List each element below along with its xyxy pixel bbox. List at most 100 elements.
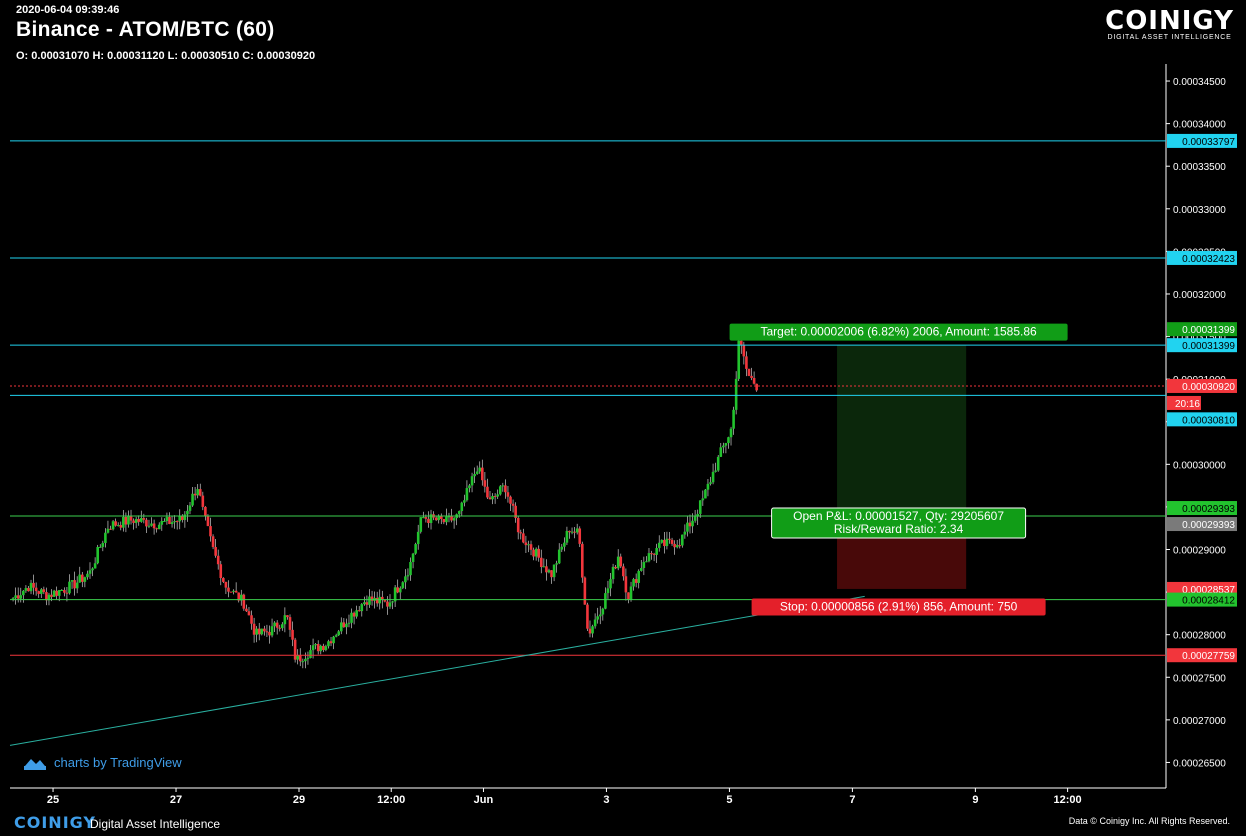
candle-up <box>116 525 120 527</box>
candle-down <box>50 594 53 597</box>
price-tag <box>1167 395 1201 410</box>
candle-down <box>581 543 584 578</box>
candle-down <box>342 622 346 628</box>
candle-up <box>498 486 502 495</box>
candle-down <box>263 628 266 632</box>
candle-down <box>673 543 676 548</box>
candle-down <box>352 612 356 617</box>
candle-down <box>678 545 682 547</box>
candle-up <box>591 626 594 634</box>
price-tag <box>1167 378 1237 393</box>
y-tick-label: 0.00026500 <box>1173 758 1226 769</box>
target-zone <box>837 345 967 517</box>
candle-up <box>463 500 466 503</box>
candle-down <box>450 516 453 521</box>
candle-down <box>175 521 179 523</box>
candle-up <box>665 538 669 547</box>
y-tick-label: 0.00033500 <box>1173 162 1226 173</box>
candle-up <box>391 601 394 603</box>
x-tick-label: 9 <box>972 794 978 806</box>
candle-up <box>655 547 658 555</box>
candle-up <box>645 561 648 563</box>
candle-down <box>434 517 438 521</box>
candle-up <box>491 496 494 500</box>
candle-down <box>424 517 428 519</box>
candle-up <box>150 523 153 526</box>
candle-up <box>457 511 461 515</box>
candle-up <box>68 581 71 594</box>
footer-logo: COINIGY <box>14 813 97 832</box>
candle-up <box>604 593 607 609</box>
candle-up <box>737 340 741 379</box>
candle-up <box>52 590 56 597</box>
candle-up <box>324 646 328 651</box>
candles <box>11 333 758 669</box>
price-tag <box>1167 133 1237 148</box>
candle-up <box>460 502 464 512</box>
candle-down <box>622 566 625 577</box>
candle-down <box>206 516 210 527</box>
candle-down <box>742 345 746 357</box>
candle-down <box>216 555 220 565</box>
brand-tagline: DIGITAL ASSET INTELLIGENCE <box>1107 34 1232 41</box>
candle-down <box>739 340 743 346</box>
candle-up <box>191 493 194 506</box>
candle-up <box>378 596 382 604</box>
candle-up <box>11 598 15 600</box>
candle-up <box>660 539 664 543</box>
candle-up <box>675 545 679 548</box>
candle-down <box>522 533 525 543</box>
tradingview-icon <box>24 758 46 770</box>
candle-up <box>296 655 299 660</box>
price-tag <box>1167 250 1237 265</box>
candle-down <box>155 528 158 530</box>
candle-down <box>583 577 587 605</box>
candle-up <box>683 531 687 535</box>
candle-up <box>139 518 143 522</box>
candle-down <box>386 601 389 607</box>
candle-up <box>96 547 99 564</box>
candle-down <box>257 628 261 635</box>
candle-up <box>406 575 410 577</box>
price-tag <box>1167 648 1237 663</box>
candle-down <box>247 611 251 616</box>
candle-up <box>78 574 82 583</box>
tradingview-text: charts by TradingView <box>54 755 182 770</box>
price-tag-text: 0.00033797 <box>1182 137 1235 148</box>
candle-down <box>181 516 184 520</box>
candle-down <box>375 597 379 604</box>
candle-down <box>663 539 666 547</box>
candle-up <box>60 589 64 591</box>
price-tag-text: 0.00027759 <box>1182 651 1235 662</box>
tradingview-watermark[interactable]: charts by TradingView <box>24 755 182 770</box>
candle-up <box>609 579 612 589</box>
candle-down <box>752 377 756 384</box>
x-tick-label: Jun <box>474 794 494 806</box>
candle-up <box>565 530 569 543</box>
candle-up <box>188 505 192 511</box>
candle-down <box>27 588 30 592</box>
candle-up <box>393 587 397 602</box>
candle-up <box>611 566 615 580</box>
candle-up <box>534 548 538 557</box>
candle-up <box>616 556 620 569</box>
candle-up <box>501 485 505 487</box>
candle-down <box>509 496 512 504</box>
candle-up <box>260 628 264 635</box>
candle-up <box>83 577 87 582</box>
candle-down <box>109 528 112 530</box>
candle-up <box>711 471 715 483</box>
candle-down <box>586 604 589 629</box>
candle-up <box>598 614 602 617</box>
candle-down <box>204 506 207 517</box>
candle-down <box>488 497 492 500</box>
candle-down <box>396 587 399 593</box>
candle-up <box>306 657 310 659</box>
y-tick-label: 0.00028000 <box>1173 631 1226 642</box>
candle-up <box>729 428 733 438</box>
stop-label-box <box>751 598 1046 616</box>
candle-down <box>219 564 223 579</box>
candle-up <box>111 521 115 530</box>
candle-up <box>727 437 730 444</box>
